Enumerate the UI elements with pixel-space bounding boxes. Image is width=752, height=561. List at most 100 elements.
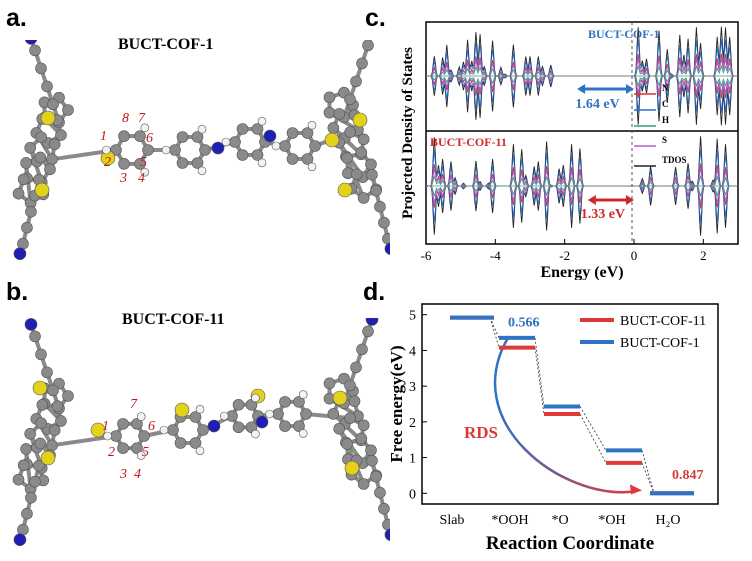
- mol-b-atom-c: [110, 430, 122, 442]
- mol-b-atom-h: [136, 451, 146, 460]
- mol-b-atom-c: [232, 421, 245, 434]
- mol-a-atom-c: [350, 168, 363, 181]
- mol-b-atom-c: [131, 442, 143, 454]
- mol-a-atom-c: [327, 122, 340, 134]
- fe-y-tick-label: 0: [409, 487, 416, 502]
- pdos-legend-label: H: [662, 115, 669, 125]
- fe-connectors: [489, 317, 655, 494]
- fe-y-tick-label: 2: [409, 416, 416, 431]
- mol-b-atom-c: [174, 437, 187, 449]
- mol-b-atom-c: [189, 437, 202, 449]
- fe-y-ticks: 0 1 2 3 4 5: [409, 309, 427, 502]
- pdos-curve-h: [426, 185, 738, 198]
- mol-a-atom-label: 6: [146, 131, 153, 146]
- mol-b-atom-label: 6: [148, 419, 155, 434]
- mol-a-atom-h: [257, 116, 267, 126]
- mol-a-atom-h: [197, 166, 207, 176]
- mol-a-atom-c: [134, 130, 146, 142]
- mol-a-atom-c: [191, 131, 204, 143]
- pdos-legend-label: C: [662, 99, 669, 109]
- mol-a-atom-c: [169, 144, 181, 156]
- mol-a-atom-c: [55, 129, 67, 141]
- mol-a-atom-c: [191, 157, 204, 169]
- mol-b-atom-n: [24, 318, 38, 331]
- mol-b-atom-s: [90, 422, 106, 438]
- mol-a-atom-c: [362, 40, 374, 52]
- mol-a-atom-n: [384, 242, 390, 255]
- mol-b-atom-c: [300, 408, 312, 420]
- mol-a-atom-c: [41, 80, 53, 93]
- mol-a-atom-label: 5: [140, 155, 147, 170]
- mol-b-atom-n: [13, 533, 27, 547]
- mol-b-atom-c: [12, 473, 25, 486]
- mol-b-atom-h: [195, 446, 205, 456]
- fe-connector: [534, 347, 545, 415]
- mol-b-atom-label: 7: [130, 397, 138, 412]
- mol-b-atom-h: [251, 429, 260, 439]
- pdos-chart: BUCT-COF-1 BUCT-COF-11 1.64 eV 1.33 eV NC…: [400, 21, 739, 280]
- fe-category-label: H₂O: [655, 513, 680, 528]
- mol-b-atom-c: [344, 379, 356, 392]
- mol-a-atom-c: [229, 136, 241, 148]
- mol-a-atom-n: [211, 141, 225, 155]
- mol-b-atom-s: [32, 380, 48, 396]
- mol-b-atom-c: [20, 443, 32, 455]
- mol-a-atom-h: [140, 123, 150, 133]
- mol-b-atom-h: [136, 412, 146, 421]
- panel-c-letter: c.: [365, 4, 386, 32]
- fe-categories: Slab *OOH *O *OH H₂O: [440, 513, 681, 528]
- pdos-x-tick-label: -4: [490, 248, 501, 263]
- fe-connector: [579, 406, 607, 451]
- mol-b-atom-s: [332, 390, 348, 406]
- pdos-bottom-label: BUCT-COF-11: [430, 135, 507, 149]
- mol-a-atom-c: [176, 157, 189, 169]
- mol-b-atom-c: [48, 424, 61, 437]
- molecule-structure-b: 1 23 45 67: [12, 318, 390, 547]
- mol-b-atom-c: [350, 361, 362, 374]
- mol-b-atom-c: [232, 398, 245, 411]
- mol-b-atom-c: [34, 437, 47, 450]
- mol-b-atom-c: [41, 366, 53, 379]
- gap-arrow-head: [626, 84, 634, 94]
- mol-b-atom-s: [344, 460, 360, 476]
- fe-category-label: *OH: [598, 513, 625, 528]
- fe-connector: [489, 317, 500, 348]
- mol-b-atom-c: [131, 418, 143, 430]
- mol-a-atom-c: [323, 91, 336, 104]
- gap-arrow-head: [626, 195, 634, 205]
- mol-a-atom-label: 8: [122, 111, 129, 126]
- mol-b-atom-c: [279, 420, 291, 432]
- mol-b-atom-h: [103, 431, 112, 441]
- mol-a-atom-c: [365, 158, 377, 171]
- gap-label: 1.33 eV: [581, 207, 625, 222]
- pdos-gap-annotations: 1.64 eV 1.33 eV: [575, 84, 634, 222]
- pdos-ylabel: Projected Density of States: [400, 47, 416, 219]
- mol-b-atom-c: [138, 430, 150, 442]
- mol-b-atom-s: [174, 402, 190, 418]
- fe-connector: [489, 317, 500, 339]
- fe-category-label: *O: [551, 513, 568, 528]
- pdos-top-label: BUCT-COF-1: [588, 27, 660, 41]
- mol-a-atom-n: [263, 129, 277, 143]
- mol-a-atom-c: [286, 127, 299, 139]
- mol-a-atom-s: [324, 132, 340, 148]
- mol-b-atom-c: [355, 432, 368, 445]
- mol-b-atom-c: [117, 442, 129, 454]
- pdos-frame: [425, 21, 739, 245]
- pdos-legend-label: TDOS: [662, 155, 687, 165]
- mol-a-atom-c: [20, 157, 32, 169]
- mol-b-atom-c: [46, 439, 58, 452]
- mol-b-atom-h: [159, 425, 169, 435]
- mol-b-atom-c: [341, 438, 353, 450]
- fe-category-label: Slab: [440, 513, 465, 528]
- mol-b-atom-c: [197, 424, 209, 436]
- fe-annotation-cof11: 0.847: [672, 468, 704, 483]
- pdos-legend-label: N: [662, 83, 669, 93]
- mol-b-atom-c: [357, 478, 370, 490]
- mol-b-atom-c: [17, 459, 30, 472]
- mol-a-atom-labels: 1 23 45 678: [100, 111, 153, 186]
- gap-label: 1.64 eV: [575, 97, 619, 112]
- mol-a-atom-c: [251, 123, 264, 135]
- fe-connector: [579, 413, 607, 464]
